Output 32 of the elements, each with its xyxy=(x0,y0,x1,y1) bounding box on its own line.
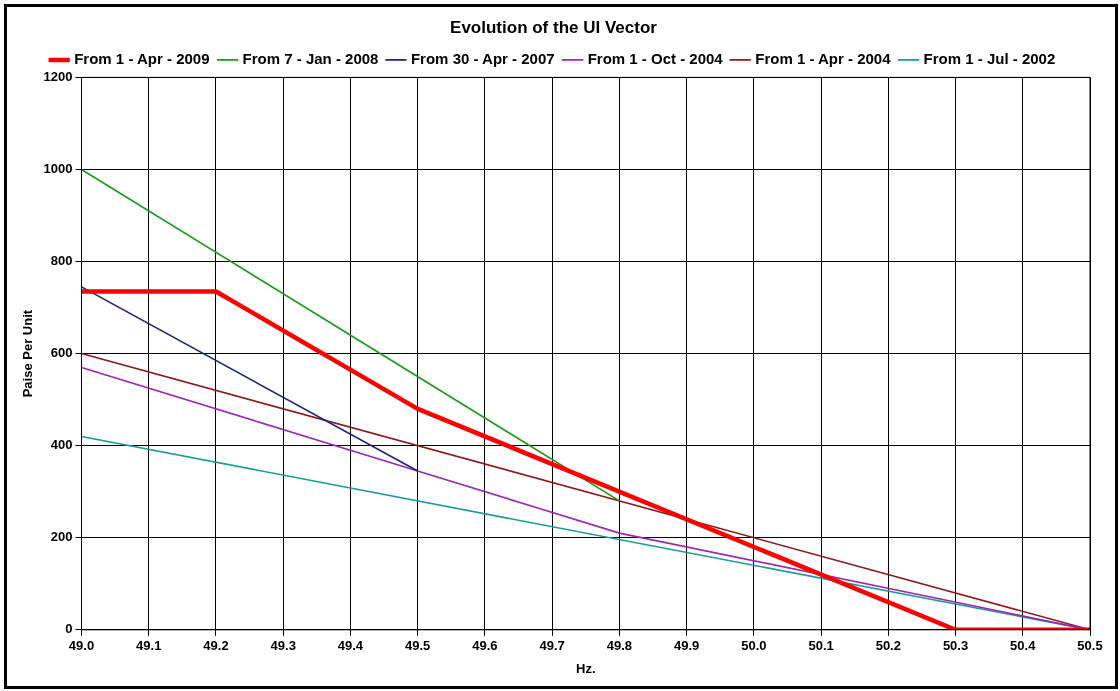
x-tick-label: 50.5 xyxy=(1077,638,1103,654)
x-tick-label: 49.5 xyxy=(405,638,431,654)
y-axis-title: Paise Per Unit xyxy=(20,309,36,398)
chart-title: Evolution of the UI Vector xyxy=(450,17,658,37)
x-tick-label: 49.7 xyxy=(539,638,565,654)
x-tick-label: 49.9 xyxy=(673,638,700,654)
y-tick-label: 800 xyxy=(50,253,73,269)
legend-label: From 1 - Apr - 2004 xyxy=(755,50,892,68)
legend-label: From 7 - Jan - 2008 xyxy=(242,50,379,68)
x-axis-title: Hz. xyxy=(576,660,596,676)
legend-label: From 1 - Jul - 2002 xyxy=(923,50,1056,68)
x-tick-label: 49.1 xyxy=(136,638,162,654)
x-tick-label: 49.6 xyxy=(472,638,498,654)
legend-label: From 30 - Apr - 2007 xyxy=(410,50,555,68)
x-tick-label: 50.1 xyxy=(808,638,834,654)
y-tick-label: 400 xyxy=(50,437,73,453)
x-tick-label: 49.8 xyxy=(606,638,633,654)
x-tick-label: 50.3 xyxy=(942,638,969,654)
x-tick-label: 49.4 xyxy=(337,638,364,654)
y-tick-label: 200 xyxy=(50,529,73,545)
legend-label: From 1 - Apr - 2009 xyxy=(74,50,210,68)
x-tick-label: 49.3 xyxy=(270,638,296,654)
x-tick-label: 50.2 xyxy=(875,638,901,654)
x-tick-label: 49.2 xyxy=(203,638,229,654)
y-tick-label: 1200 xyxy=(43,68,73,84)
y-tick-label: 1000 xyxy=(43,161,73,177)
x-tick-label: 50.0 xyxy=(741,638,767,654)
y-tick-label: 0 xyxy=(65,621,73,637)
y-tick-label: 600 xyxy=(50,345,73,361)
x-tick-label: 50.4 xyxy=(1010,638,1037,654)
x-tick-label: 49.0 xyxy=(68,638,95,654)
legend-label: From 1 - Oct - 2004 xyxy=(587,50,724,68)
